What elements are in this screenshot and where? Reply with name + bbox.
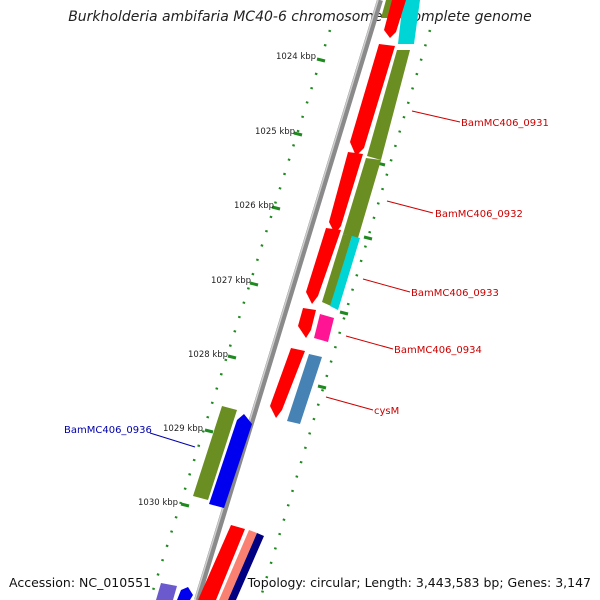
salmon-feature-bottom[interactable] [219,530,257,600]
steelblue-feature-cysM[interactable] [287,354,322,424]
slateblue-feature-bottom[interactable] [156,583,177,600]
cds-red-0933[interactable] [306,228,341,304]
ruler-label-1030: 1030 kbp [138,498,178,508]
magenta-feature-0934[interactable] [314,314,334,342]
ruler-label-1024: 1024 kbp [276,52,316,62]
ruler-tick-1024 [316,57,326,63]
cyan-feature-top[interactable] [398,0,420,44]
cds-blue-bottom[interactable] [177,587,193,600]
genome-backbone [194,0,383,600]
accession-text: Accession: NC_010551 [9,575,152,590]
ruler-label-1029: 1029 kbp [163,424,203,434]
label-connectors [149,110,461,448]
topology-text: Topology: circular; Length: 3,443,583 bp… [247,575,591,590]
cds-red-0934[interactable] [298,308,316,338]
cds-red-0930[interactable] [384,0,406,38]
ruler-ticks [180,57,326,508]
gene-label-cysM[interactable]: cysM [374,406,399,417]
cds-red-cysM[interactable] [270,348,305,418]
ruler-tick-1027 [249,281,259,287]
olive-feature-0933[interactable] [322,234,352,306]
gene-label-BamMC406_0933[interactable]: BamMC406_0933 [411,288,499,299]
navy-feature-bottom[interactable] [228,533,264,600]
ruler-tick-1028 [227,354,237,360]
gene-label-BamMC406_0931[interactable]: BamMC406_0931 [461,118,549,129]
olive-feature-0932[interactable] [343,158,381,238]
backbone-highlight [194,0,379,600]
ruler-label-1026: 1026 kbp [234,201,274,211]
gene-label-BamMC406_0932[interactable]: BamMC406_0932 [435,209,523,220]
ruler-tick-1029 [204,428,214,434]
ruler-tick-1026 [271,205,281,211]
inner-dotted-track [258,29,432,600]
cds-blue-0936[interactable] [209,414,252,508]
gene-label-BamMC406_0936[interactable]: BamMC406_0936 [64,425,152,436]
cds-red-0932[interactable] [329,152,363,234]
cyan-feature-0933[interactable] [330,236,360,310]
ruler-label-1025: 1025 kbp [255,127,295,137]
ruler-tick-1030 [180,502,190,508]
inner-ticks [317,161,386,390]
cds-red-bottom[interactable] [198,525,245,600]
gene-label-BamMC406_0934[interactable]: BamMC406_0934 [394,345,482,356]
ruler-label-1027: 1027 kbp [211,276,251,286]
ruler-tick-1025 [293,131,303,137]
olive-feature-0936[interactable] [193,406,237,500]
olive-feature-0931[interactable] [367,50,410,160]
ruler-label-1028: 1028 kbp [188,350,228,360]
cds-red-0931[interactable] [350,44,395,156]
